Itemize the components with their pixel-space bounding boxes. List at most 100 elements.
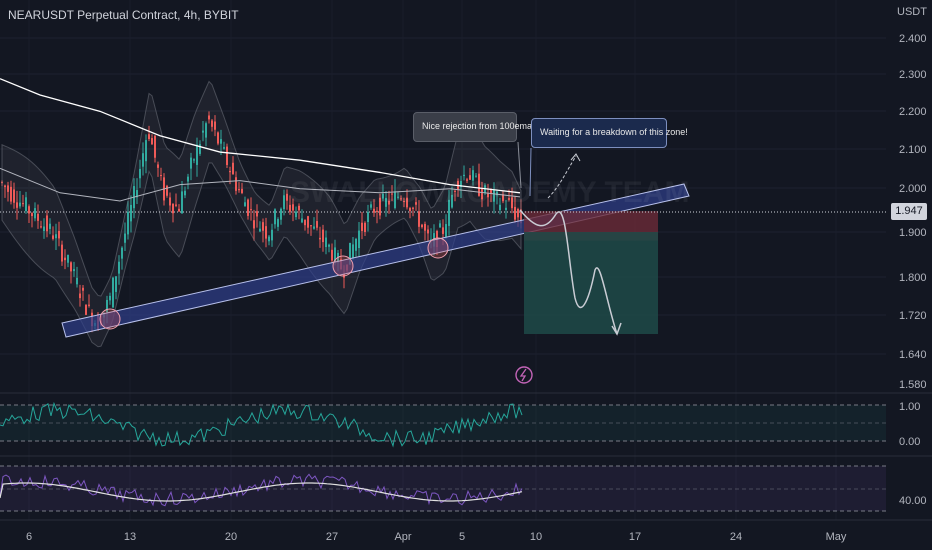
candle-body: [229, 170, 231, 173]
candle-body: [394, 191, 396, 209]
projection-arrowhead: [611, 322, 622, 336]
x-axis: 6 13 20 27 Apr 5 10 17 24 May: [26, 531, 847, 543]
candle-body: [334, 247, 336, 263]
candle-body: [223, 147, 225, 149]
x-tick-label: 24: [730, 531, 742, 543]
candle-body: [241, 188, 243, 194]
candle-body: [460, 181, 462, 187]
candle-body: [157, 164, 159, 168]
candle-body: [361, 222, 363, 232]
osc1-level-label: 0.00: [899, 436, 920, 448]
annotation-rejection[interactable]: Nice rejection from 100ema: [413, 112, 532, 142]
candle-body: [109, 295, 111, 301]
candles: [1, 111, 522, 333]
candle-body: [310, 225, 312, 227]
candle-body: [469, 175, 471, 180]
target-zone: [524, 232, 658, 334]
candle-body: [166, 185, 168, 196]
annotation-breakdown[interactable]: Waiting for a breakdown of this zone!: [531, 118, 688, 148]
candle-body: [271, 229, 273, 241]
candle-body: [451, 194, 453, 208]
candle-body: [514, 206, 516, 220]
candle-body: [76, 277, 78, 285]
x-tick-label: Apr: [394, 531, 411, 543]
candle-body: [463, 174, 465, 177]
candle-body: [130, 204, 132, 222]
candle-body: [220, 139, 222, 144]
candle-body: [415, 202, 417, 205]
y-tick-label: 2.000: [899, 183, 927, 195]
candle-body: [283, 195, 285, 210]
y-axis: 2.400 2.300 2.200 2.100 2.000 1.900 1.800 1.720…: [899, 33, 927, 507]
candle-body: [67, 254, 69, 263]
candle-body: [226, 146, 228, 166]
candle-body: [391, 193, 393, 195]
candle-body: [199, 144, 201, 154]
osc2-level-label: 40.00: [899, 495, 927, 507]
candle-body: [202, 130, 204, 133]
candle-body: [301, 218, 303, 223]
candle-body: [322, 229, 324, 243]
candle-body: [46, 215, 48, 232]
candle-body: [262, 222, 264, 231]
candle-body: [40, 226, 42, 228]
candle-body: [22, 203, 24, 205]
candle-body: [169, 197, 171, 206]
candle-body: [277, 219, 279, 227]
candle-body: [250, 209, 252, 211]
candle-body: [319, 237, 321, 240]
candle-body: [517, 208, 519, 218]
candle-body: [136, 190, 138, 198]
candle-body: [10, 186, 12, 202]
oscillator-2-signal: [0, 482, 523, 502]
candle-body: [265, 226, 267, 239]
candle-body: [4, 185, 6, 188]
alt-projection-path: [547, 155, 577, 199]
candle-body: [19, 202, 21, 207]
candle-body: [211, 120, 213, 127]
candle-body: [106, 299, 108, 312]
candle-body: [307, 216, 309, 228]
candle-body: [400, 198, 402, 200]
candle-body: [424, 223, 426, 231]
candle-body: [268, 236, 270, 242]
candle-body: [286, 193, 288, 201]
oscillator-2-line: [0, 473, 523, 507]
candle-body: [124, 233, 126, 243]
candle-body: [379, 197, 381, 216]
candle-body: [88, 304, 90, 306]
x-tick-label: 20: [225, 531, 237, 543]
ema-200-line: [0, 78, 521, 194]
candle-body: [478, 173, 480, 196]
candle-body: [61, 244, 63, 262]
candle-body: [298, 205, 300, 211]
indicator-panes: [0, 401, 886, 512]
candle-body: [256, 211, 258, 217]
candle-body: [208, 115, 210, 120]
x-tick-label: 13: [124, 531, 136, 543]
candle-body: [139, 168, 141, 179]
candle-body: [244, 202, 246, 207]
candle-body: [115, 276, 117, 292]
candle-body: [313, 226, 315, 229]
candle-body: [454, 190, 456, 192]
candle-body: [175, 204, 177, 206]
candle-body: [37, 213, 39, 221]
y-tick-label: 2.300: [899, 69, 927, 81]
candle-body: [406, 197, 408, 208]
flash-icon: [515, 366, 533, 384]
candle-body: [367, 211, 369, 223]
candle-body: [412, 207, 414, 209]
candle-body: [79, 293, 81, 299]
candle-body: [232, 162, 234, 175]
candle-body: [64, 257, 66, 261]
candle-body: [325, 237, 327, 248]
candle-body: [328, 244, 330, 247]
y-tick-label: 1.800: [899, 272, 927, 284]
candle-body: [418, 211, 420, 227]
y-tick-label: 2.100: [899, 144, 927, 156]
candle-body: [370, 204, 372, 208]
x-tick-label: 5: [459, 531, 465, 543]
candle-body: [511, 197, 513, 209]
